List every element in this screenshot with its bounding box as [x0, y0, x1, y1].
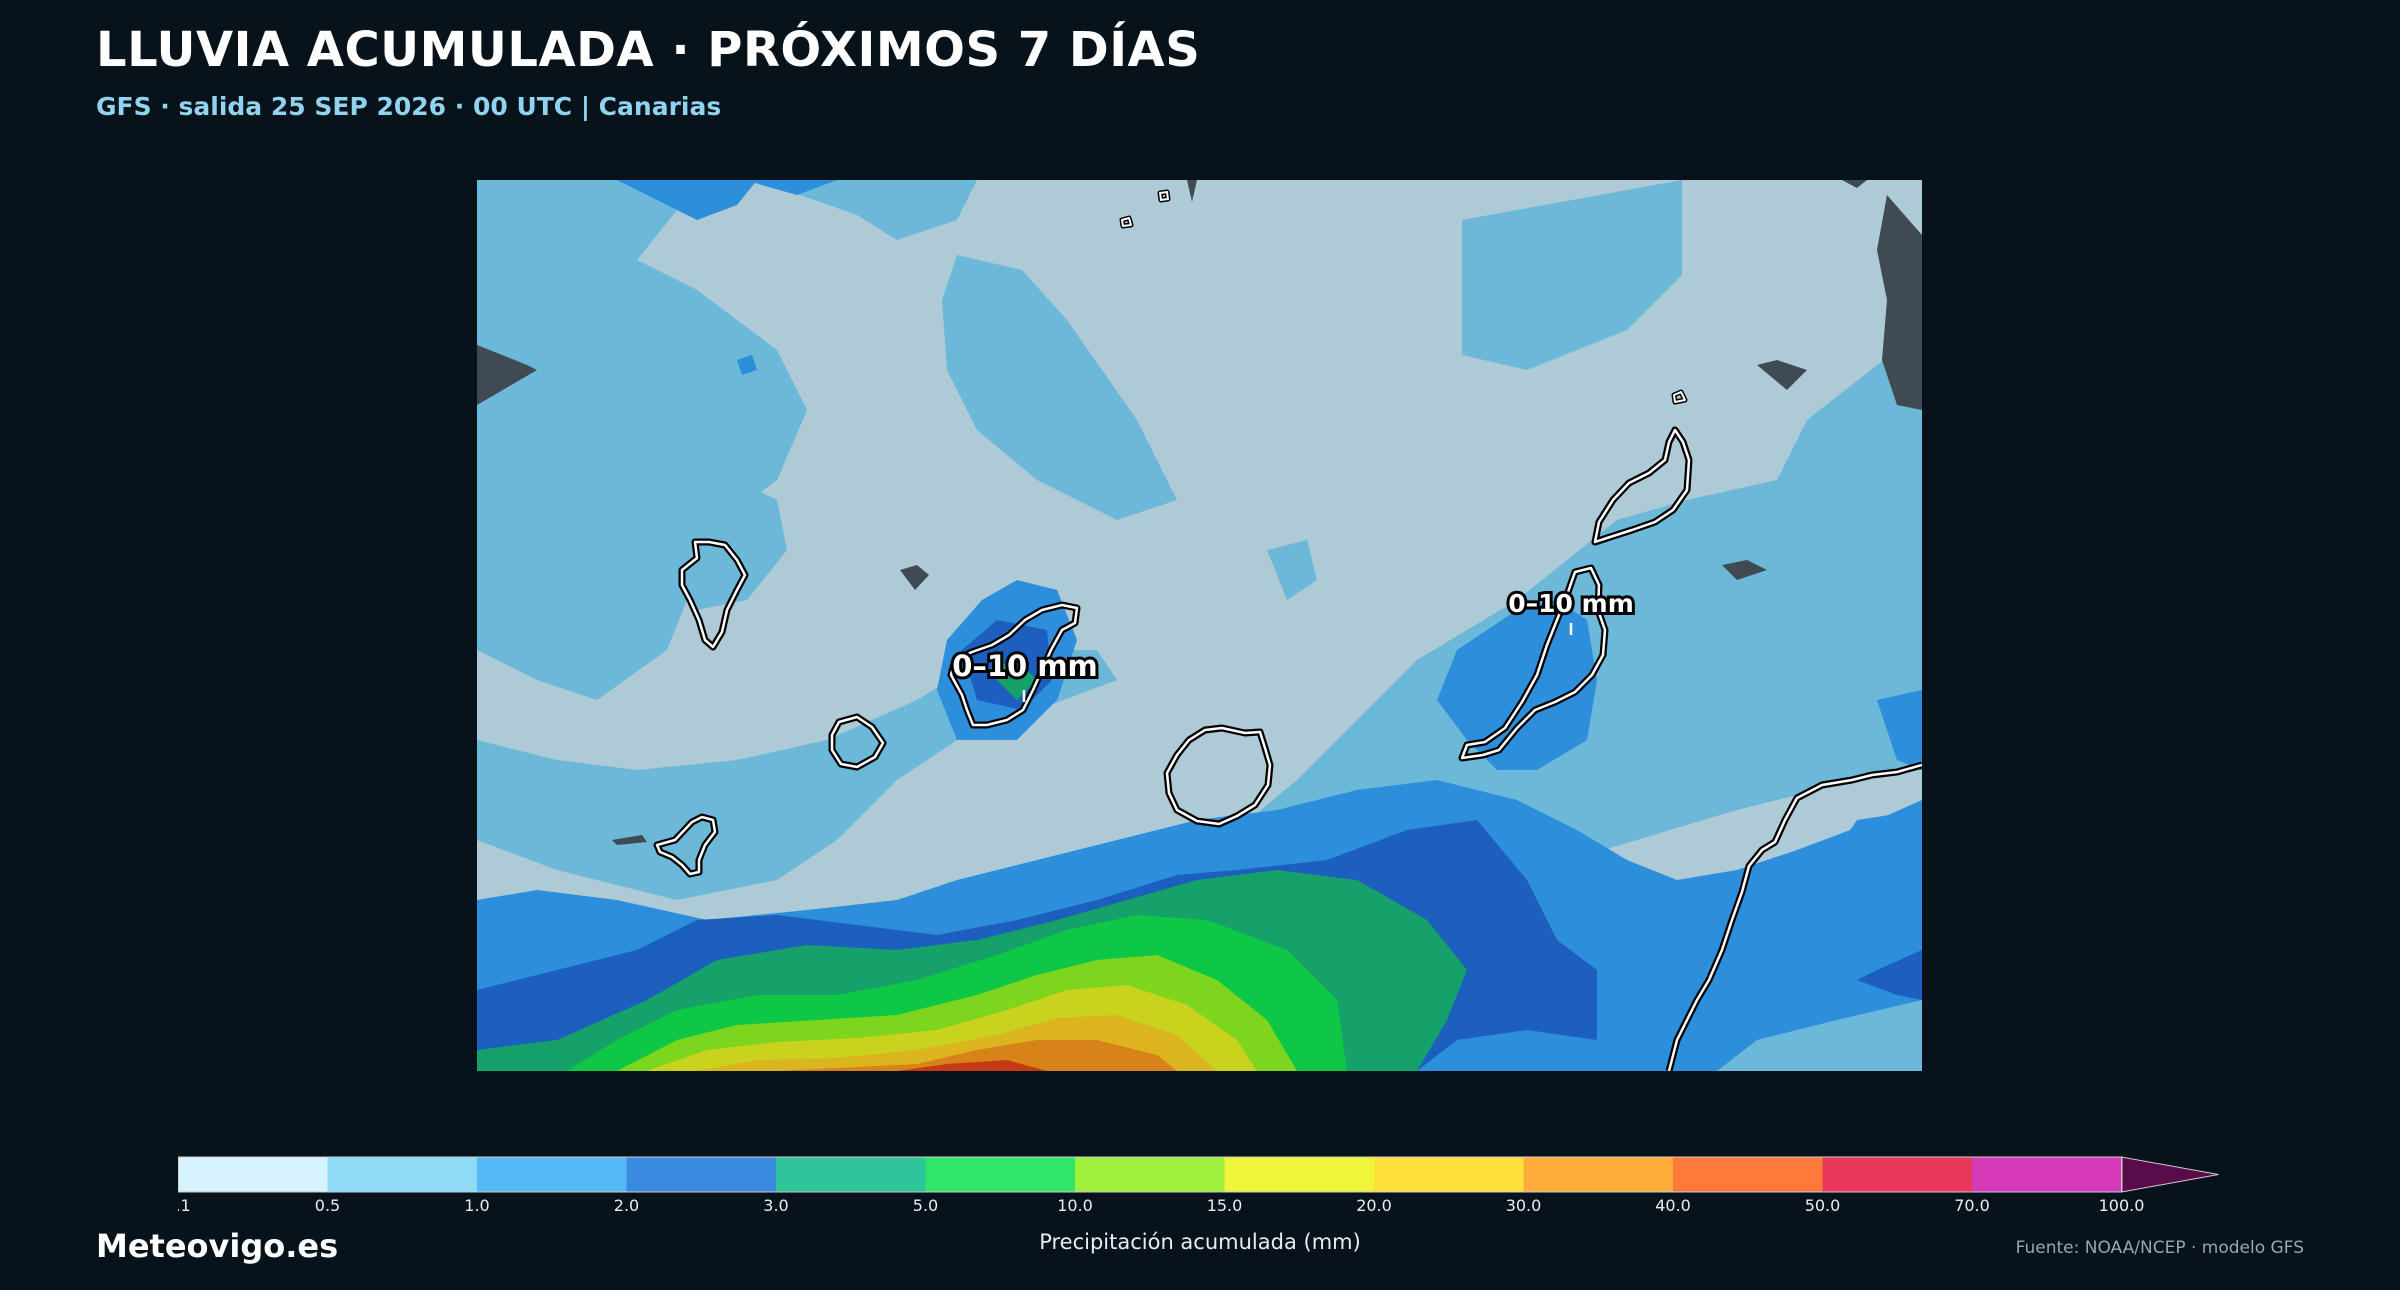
colorbar-segment: [776, 1157, 926, 1192]
colorbar-tick-label: 50.0: [1805, 1196, 1841, 1215]
colorbar-tick-label: 100.0: [2099, 1196, 2145, 1215]
precipitation-map: 0–10 mm 0–10 mm: [477, 180, 1922, 1071]
colorbar-extend-arrow: [2121, 1156, 2219, 1193]
colorbar: 0.1 0.5 1.0 2.0 3.0 5.0 10.0 15.0 20.0 30.0 40.0 50…: [165, 1155, 2238, 1219]
annotation-tenerife: 0–10 mm: [949, 646, 1101, 702]
colorbar-tick-label: 20.0: [1356, 1196, 1392, 1215]
colorbar-tick-label: 3.0: [763, 1196, 788, 1215]
page-title: LLUVIA ACUMULADA · PRÓXIMOS 7 DÍAS: [96, 22, 1201, 78]
annotation-tenerife-label: 0–10 mm: [952, 649, 1098, 683]
masked-areas: [477, 180, 1922, 845]
colorbar-tick-label: 15.0: [1207, 1196, 1243, 1215]
colorbar-segment: [178, 1157, 328, 1192]
colorbar-segment: [1822, 1157, 1973, 1192]
colorbar-tick-label: 0.5: [315, 1196, 340, 1215]
colorbar-tick-label: 30.0: [1506, 1196, 1542, 1215]
colorbar-title: Precipitación acumulada (mm): [1039, 1230, 1361, 1254]
colorbar-segment: [1374, 1157, 1524, 1192]
island-outlines: [653, 189, 1922, 1071]
colorbar-tick-label: 40.0: [1655, 1196, 1691, 1215]
colorbar-outline: [178, 1156, 2123, 1193]
contour-red: [897, 1060, 1047, 1071]
annotation-fuerteventura-label: 0–10 mm: [1508, 589, 1634, 618]
colorbar-tick-label: 2.0: [614, 1196, 639, 1215]
colorbar-tick-label: 0.1: [178, 1196, 191, 1215]
colorbar-segment: [1523, 1157, 1674, 1192]
annotation-fuerteventura: 0–10 mm: [1505, 586, 1637, 635]
colorbar-tick-label: 70.0: [1954, 1196, 1990, 1215]
colorbar-tick-label: 5.0: [913, 1196, 938, 1215]
colorbar-tick-label: 1.0: [464, 1196, 489, 1215]
source-credit: Fuente: NOAA/NCEP · modelo GFS: [2015, 1238, 2304, 1258]
colorbar-segment: [1075, 1157, 1225, 1192]
colorbar-segment: [626, 1157, 777, 1192]
contour-orange: [777, 1040, 1177, 1071]
colorbar-segment: [925, 1157, 1076, 1192]
colorbar-segment: [327, 1157, 478, 1192]
colorbar-segment: [477, 1157, 627, 1192]
colorbar-tick-label: 10.0: [1057, 1196, 1093, 1215]
brand-logo-text: Meteovigo.es: [96, 1227, 339, 1265]
page-subtitle: GFS · salida 25 SEP 2026 · 00 UTC | Cana…: [96, 92, 722, 121]
colorbar-segment: [1972, 1157, 2122, 1192]
colorbar-segment: [1224, 1157, 1375, 1192]
colorbar-segment: [1673, 1157, 1823, 1192]
